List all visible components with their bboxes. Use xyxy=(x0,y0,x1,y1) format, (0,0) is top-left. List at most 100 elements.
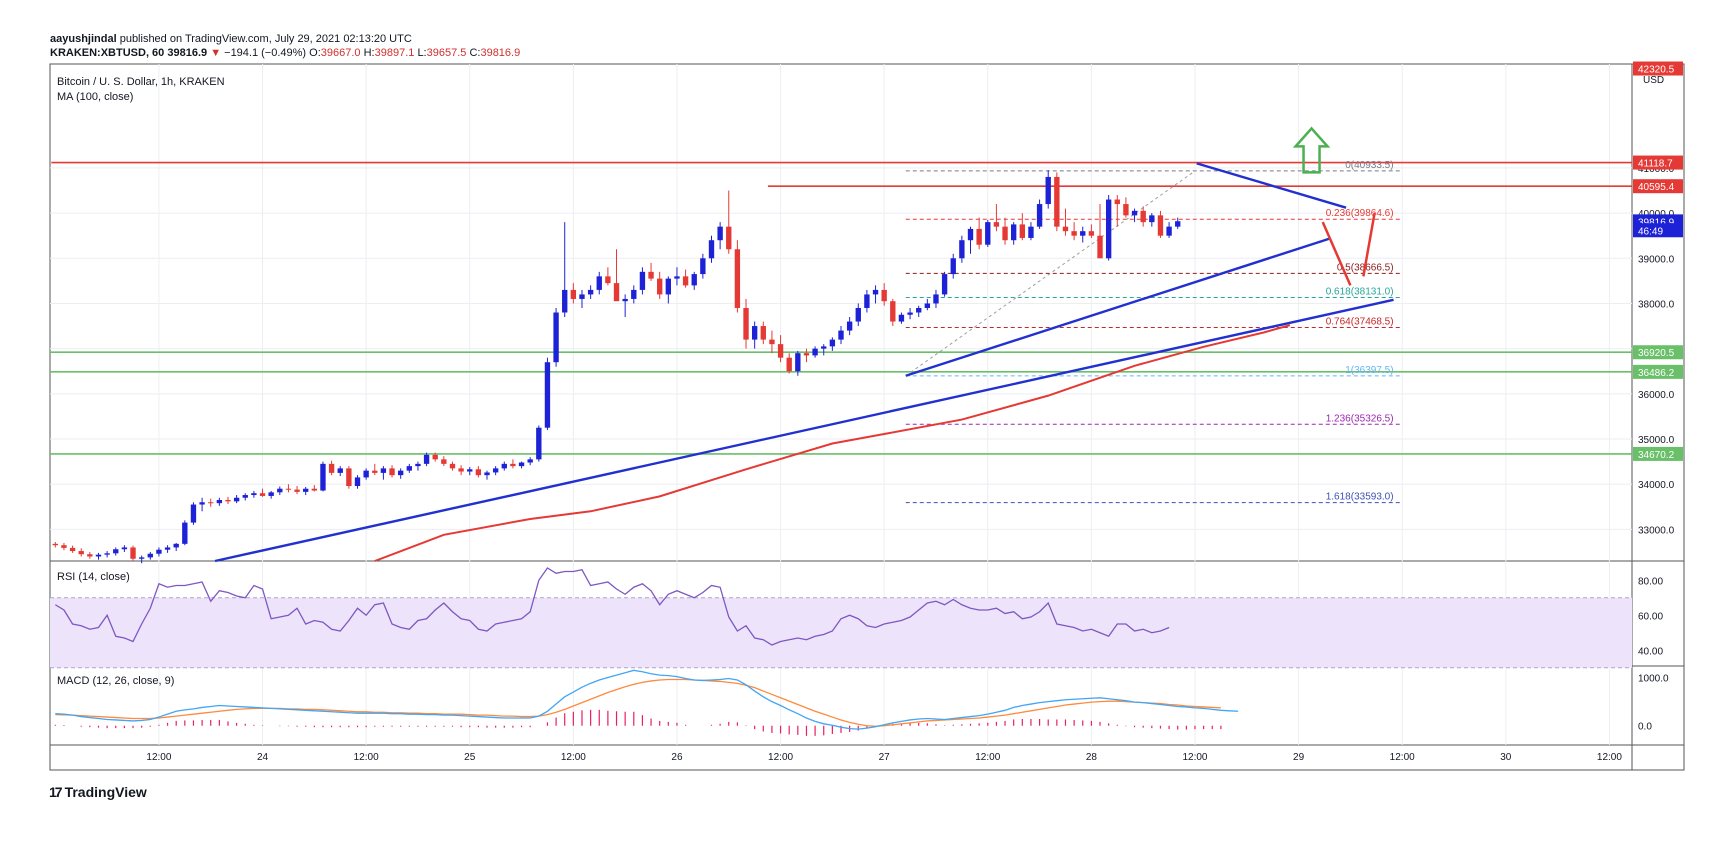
candle-body xyxy=(562,289,568,313)
macd-line xyxy=(55,669,1239,730)
candle-body xyxy=(449,463,456,469)
fib-level-label: 0.236(39864.6) xyxy=(1326,208,1394,219)
ma-100-line xyxy=(374,324,1291,562)
candle-body xyxy=(717,226,723,241)
candle-body xyxy=(277,488,283,493)
candle-body xyxy=(113,549,119,554)
rsi-line xyxy=(54,567,1170,646)
fib-diagonal xyxy=(905,170,1196,377)
price-label-box xyxy=(1633,345,1683,360)
price-label-box xyxy=(1633,61,1683,76)
candle-body xyxy=(1149,215,1155,223)
rsi-band xyxy=(50,597,1632,668)
candle-body xyxy=(544,362,551,428)
candle-body xyxy=(492,468,499,473)
candle-body xyxy=(941,274,948,295)
x-tick-label: 12:00 xyxy=(768,752,793,763)
candle-body xyxy=(1123,204,1129,216)
candle-body xyxy=(1080,231,1086,236)
candle-body xyxy=(536,427,542,460)
price-label-box xyxy=(1633,223,1683,238)
candle-body xyxy=(1036,204,1043,227)
candle-body xyxy=(95,554,102,557)
fib-level-label: 0.764(37468.5) xyxy=(1326,316,1394,327)
candle-body xyxy=(1010,224,1017,241)
low-label: L: xyxy=(417,47,427,59)
price-label-box xyxy=(1633,155,1683,170)
macd-signal-line xyxy=(55,678,1221,727)
candle-body xyxy=(708,240,715,259)
candle-body xyxy=(1071,231,1077,236)
candle-body xyxy=(1019,224,1025,238)
tradingview-brand[interactable]: 17 TradingView xyxy=(49,784,147,800)
x-tick-label: 12:00 xyxy=(354,752,379,763)
trend-line xyxy=(1196,162,1347,209)
candle-body xyxy=(846,321,853,331)
candle-body xyxy=(78,551,84,555)
candle-body xyxy=(1088,231,1095,236)
candle-body xyxy=(587,289,594,295)
candle-body xyxy=(1002,226,1008,241)
price-label: 36920.5 xyxy=(1638,348,1675,359)
candle-body xyxy=(570,289,577,299)
candle-body xyxy=(251,493,257,496)
candle-body xyxy=(734,249,741,308)
open-value: 39667.0 xyxy=(320,47,361,59)
rsi-tick-label: 40.00 xyxy=(1638,646,1663,657)
candle-body xyxy=(890,301,896,322)
candle-body xyxy=(665,278,672,295)
x-tick-label: 12:00 xyxy=(1182,752,1207,763)
price-label: 41118.7 xyxy=(1638,159,1673,170)
candle-body xyxy=(631,289,637,299)
candle-body xyxy=(916,307,922,313)
candle-body xyxy=(760,326,766,340)
close-value: 39816.9 xyxy=(480,47,521,59)
candle-body xyxy=(372,470,378,473)
candle-body xyxy=(415,463,421,467)
macd-tick-label: 0.0 xyxy=(1638,722,1652,733)
x-tick-label: 12:00 xyxy=(1390,752,1415,763)
candle-body xyxy=(190,504,197,523)
candle-body xyxy=(613,283,620,302)
candle-body xyxy=(173,543,179,548)
price-label: 34670.2 xyxy=(1638,450,1675,461)
candle-body xyxy=(579,294,585,299)
candle-body xyxy=(363,470,369,478)
candle-body xyxy=(726,226,732,250)
price-label: 40595.4 xyxy=(1638,182,1675,193)
macd-tick-label: 1000.0 xyxy=(1638,674,1669,685)
candle-body xyxy=(311,488,318,491)
moving-average xyxy=(374,324,1291,562)
fibonacci-retracement: 0(40933.5)0.236(39864.6)0.5(38666.5)0.61… xyxy=(905,160,1403,504)
y-tick-label: 36000.0 xyxy=(1638,390,1675,401)
macd-pane: 0.0 1000.0 xyxy=(54,669,1669,736)
candle-body xyxy=(751,326,758,340)
price-label-box xyxy=(1633,179,1683,194)
rsi-title: RSI (14, close) xyxy=(57,571,130,583)
candle-body xyxy=(147,553,153,558)
ohlc-line: KRAKEN:XBTUSD, 60 39816.9 ▼ −194.1 (−0.4… xyxy=(50,46,520,60)
candle-body xyxy=(208,502,214,504)
price-label-box xyxy=(1633,364,1683,379)
price-label: 39816.9 xyxy=(1638,217,1675,228)
candle-body xyxy=(337,468,343,473)
author: aayushjindal xyxy=(50,33,117,45)
x-tick-label: 29 xyxy=(1293,752,1305,763)
main-title: Bitcoin / U. S. Dollar, 1h, KRAKEN xyxy=(57,76,225,88)
x-tick-label: 24 xyxy=(257,752,269,763)
candle-body xyxy=(812,348,818,356)
candle-body xyxy=(1097,235,1103,259)
low-value: 39657.5 xyxy=(426,47,467,59)
axes: 12:00 24 12:00 25 12:00 26 12:00 27 12:00 28 12:00… xyxy=(146,61,1683,763)
x-tick-label: 12:00 xyxy=(1597,752,1622,763)
up-arrow-icon xyxy=(1292,126,1331,174)
candle-body xyxy=(1140,210,1146,223)
publish-info: aayushjindal published on TradingView.co… xyxy=(50,32,412,46)
candle-body xyxy=(510,463,516,467)
candle-body xyxy=(553,312,559,363)
y-tick-label: 38000.0 xyxy=(1638,299,1675,310)
candle-body xyxy=(657,278,663,295)
candle-body xyxy=(164,547,171,550)
candle-body xyxy=(501,463,507,469)
